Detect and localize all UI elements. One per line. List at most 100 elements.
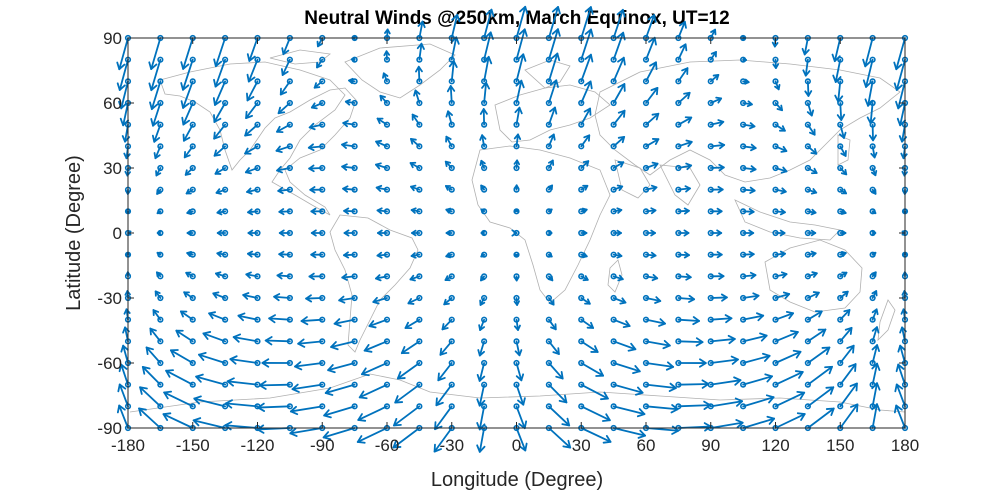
wind-vector <box>344 98 358 107</box>
wind-vector <box>476 424 488 453</box>
wind-vector <box>342 120 358 128</box>
wind-vector <box>375 162 391 172</box>
x-tick-label: -30 <box>439 436 464 455</box>
wind-vector <box>772 99 783 112</box>
wind-vector <box>179 310 196 323</box>
wind-vector <box>740 373 773 388</box>
wind-vector <box>772 143 788 153</box>
wind-vector <box>375 184 391 193</box>
wind-vector <box>610 338 637 352</box>
wind-vector <box>411 113 423 128</box>
y-tick-label: 60 <box>103 94 122 113</box>
wind-vector <box>410 138 423 150</box>
wind-vector <box>578 160 590 172</box>
wind-vector <box>215 271 229 280</box>
wind-vector <box>372 294 391 305</box>
wind-vector <box>513 316 521 331</box>
wind-vector <box>740 208 755 216</box>
wind-vector <box>804 386 835 410</box>
wind-vector <box>804 229 817 237</box>
wind-vector <box>165 369 196 388</box>
wind-vector <box>707 207 723 215</box>
wind-vector <box>185 271 196 280</box>
wind-vector <box>343 251 358 259</box>
wind-vector <box>864 78 876 107</box>
wind-vector <box>642 338 671 350</box>
wind-vector <box>343 207 358 215</box>
wind-vector <box>513 159 521 172</box>
y-tick-label: 0 <box>113 224 122 243</box>
wind-vector <box>513 79 525 107</box>
wind-vector <box>310 251 326 259</box>
wind-vector <box>117 383 132 410</box>
wind-vector <box>156 251 164 258</box>
wind-vector <box>578 80 593 107</box>
wind-vector <box>804 164 818 175</box>
wind-vector <box>361 359 391 377</box>
wind-vector <box>772 390 806 410</box>
wind-vector <box>193 395 229 410</box>
wind-vector <box>869 308 879 323</box>
wind-vector <box>308 164 326 173</box>
wind-vector <box>261 358 293 368</box>
wind-vector <box>476 403 488 431</box>
wind-vector <box>740 186 756 194</box>
wind-vector <box>410 184 423 193</box>
wind-vector <box>707 229 723 237</box>
wind-vector <box>869 164 878 177</box>
wind-vector <box>444 160 455 172</box>
wind-vector <box>834 78 844 103</box>
wind-vector <box>224 421 261 432</box>
wind-vector <box>244 164 261 175</box>
wind-vector <box>837 271 848 280</box>
wind-vector <box>141 366 164 388</box>
wind-vector <box>869 186 877 195</box>
wind-vector <box>900 308 909 323</box>
wind-vector <box>411 229 423 237</box>
wind-vector <box>740 250 755 258</box>
wind-vector <box>513 273 520 282</box>
wind-vector <box>837 229 847 237</box>
wind-vector <box>869 271 877 280</box>
wind-vector <box>305 294 326 303</box>
wind-vector <box>837 143 847 157</box>
wind-vector <box>545 106 558 128</box>
wind-vector <box>513 403 528 430</box>
wind-vector <box>837 121 847 139</box>
wind-vector <box>837 382 858 410</box>
wind-vector <box>545 316 557 331</box>
y-tick-label: 90 <box>103 29 122 48</box>
wind-vector <box>156 208 164 215</box>
wind-vector <box>416 42 425 63</box>
wind-vector <box>342 185 358 193</box>
wind-vector <box>226 377 261 388</box>
x-tick-label: 60 <box>637 436 656 455</box>
y-tick-label: -60 <box>97 354 122 373</box>
wind-vector <box>869 143 878 159</box>
wind-vector <box>832 56 844 83</box>
wind-vector <box>185 186 196 195</box>
wind-vector <box>276 164 293 174</box>
wind-vector <box>213 121 229 140</box>
wind-vector <box>289 403 326 416</box>
wind-vector <box>242 292 261 302</box>
wind-vector <box>120 344 132 367</box>
wind-vector <box>357 403 391 422</box>
wind-vector <box>184 164 196 176</box>
wind-vector <box>707 141 726 150</box>
wind-vector <box>707 293 728 302</box>
wind-vector <box>316 34 326 48</box>
wind-vector <box>804 328 827 345</box>
x-axis: -180 -150 -120 -90 -60 -30 0 30 60 90 120 150 180 <box>111 38 919 455</box>
wind-vector <box>400 338 423 355</box>
wind-vector <box>216 229 229 237</box>
wind-vector <box>376 207 391 215</box>
wind-vector <box>837 363 857 388</box>
wind-vector <box>513 106 523 128</box>
wind-vector <box>186 251 196 258</box>
wind-vector <box>294 359 326 371</box>
wind-vector <box>837 309 851 323</box>
wind-vector <box>245 271 261 280</box>
wind-vector <box>213 56 229 88</box>
wind-vector <box>358 381 391 400</box>
